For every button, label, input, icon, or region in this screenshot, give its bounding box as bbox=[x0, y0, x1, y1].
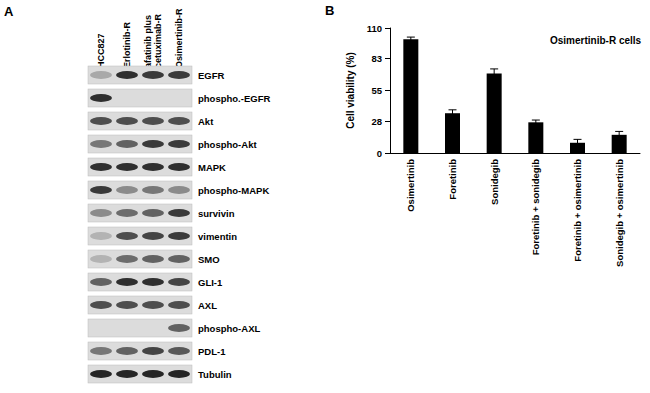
svg-text:Foretinib: Foretinib bbox=[447, 159, 458, 200]
svg-text:vimentin: vimentin bbox=[198, 231, 237, 242]
svg-text:AXL: AXL bbox=[198, 300, 217, 311]
svg-text:SMO: SMO bbox=[198, 254, 220, 265]
svg-text:survivin: survivin bbox=[198, 208, 235, 219]
svg-text:HCC827: HCC827 bbox=[96, 33, 106, 68]
svg-text:55: 55 bbox=[371, 85, 382, 96]
svg-text:A: A bbox=[4, 4, 14, 19]
svg-text:phospho.-EGFR: phospho.-EGFR bbox=[198, 93, 270, 104]
svg-text:Sonidegib: Sonidegib bbox=[489, 159, 500, 205]
svg-text:Osimertinib-R: Osimertinib-R bbox=[174, 8, 184, 68]
svg-text:phospho-Akt: phospho-Akt bbox=[198, 139, 257, 150]
svg-text:GLI-1: GLI-1 bbox=[198, 277, 223, 288]
svg-text:Osimertinib-R cells: Osimertinib-R cells bbox=[550, 35, 642, 46]
svg-text:Foretinib + sonidegib: Foretinib + sonidegib bbox=[530, 159, 541, 256]
svg-text:110: 110 bbox=[367, 23, 382, 34]
svg-text:28: 28 bbox=[371, 116, 382, 127]
svg-text:Akt: Akt bbox=[198, 116, 214, 127]
svg-text:MAPK: MAPK bbox=[198, 162, 226, 173]
svg-text:phospho-AXL: phospho-AXL bbox=[198, 323, 260, 334]
svg-text:Cell viability (%): Cell viability (%) bbox=[345, 52, 356, 129]
svg-text:PDL-1: PDL-1 bbox=[198, 346, 226, 357]
svg-text:Sonidegib + osimertinib: Sonidegib + osimertinib bbox=[614, 159, 625, 267]
svg-text:afatinib plus: afatinib plus bbox=[143, 15, 153, 68]
svg-text:Tubulin: Tubulin bbox=[198, 369, 232, 380]
svg-text:Erlotinib-R: Erlotinib-R bbox=[122, 22, 132, 68]
svg-text:Osimertinib: Osimertinib bbox=[405, 159, 416, 212]
svg-text:phospho-MAPK: phospho-MAPK bbox=[198, 185, 269, 196]
svg-text:EGFR: EGFR bbox=[198, 70, 225, 81]
svg-text:Foretinib + osimertinib: Foretinib + osimertinib bbox=[572, 159, 583, 262]
svg-text:cetuximab-R: cetuximab-R bbox=[153, 13, 163, 68]
svg-text:B: B bbox=[325, 3, 334, 18]
svg-text:83: 83 bbox=[371, 53, 382, 64]
svg-text:0: 0 bbox=[377, 148, 382, 159]
